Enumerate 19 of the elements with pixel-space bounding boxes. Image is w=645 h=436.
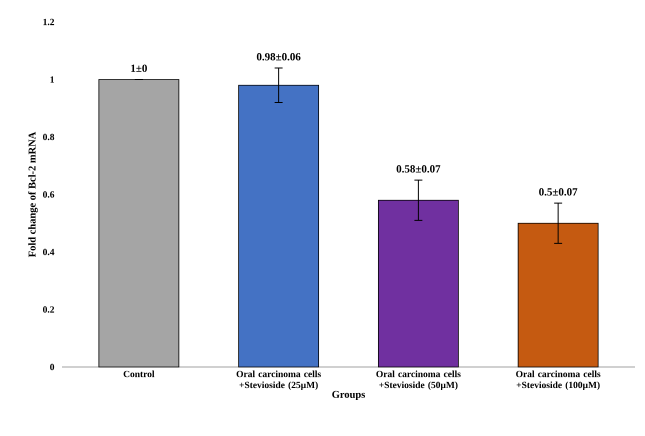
data-label: 1±0	[131, 64, 147, 72]
data-label: 0.98±0.06	[256, 53, 300, 60]
y-tick-label: 1.2	[43, 18, 54, 26]
y-axis-title: Fold change of Bcl-2 mRNA	[28, 132, 38, 258]
x-tick-label: Control	[124, 370, 154, 378]
bar	[238, 84, 320, 368]
y-tick-label: 0.8	[43, 134, 54, 140]
data-label: 0.58±0.07	[396, 165, 440, 173]
y-tick-label: 1	[50, 76, 54, 83]
y-tick-label: 0.2	[43, 306, 54, 313]
bar	[98, 79, 180, 368]
x-axis-title: Groups	[332, 390, 366, 400]
y-tick-label: 0	[50, 364, 54, 370]
x-tick-label: Oral carcinoma cells +Stevioside (50µM)	[376, 370, 461, 390]
y-tick-label: 0.6	[43, 191, 54, 198]
data-label: 0.5±0.07	[539, 188, 578, 196]
x-tick-label: Oral carcinoma cells +Stevioside (25µM)	[236, 370, 321, 390]
y-tick-label: 0.4	[43, 248, 54, 256]
x-tick-label: Oral carcinoma cells +Stevioside (100µM)	[516, 370, 600, 390]
